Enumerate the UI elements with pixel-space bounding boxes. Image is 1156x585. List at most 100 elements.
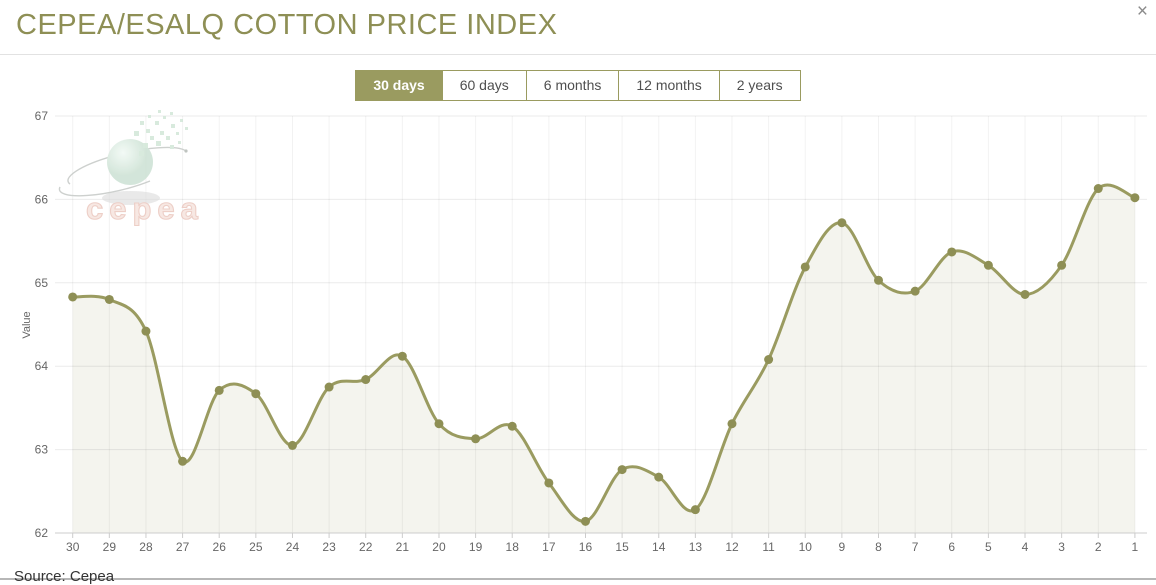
x-axis-tick-label: 2 [1095,540,1102,554]
data-point[interactable] [580,516,590,526]
x-axis-tick-label: 9 [839,540,846,554]
data-point[interactable] [654,472,664,482]
logo-pixel-square [170,112,173,115]
x-axis-tick-label: 14 [652,540,666,554]
x-axis-tick-label: 22 [359,540,373,554]
data-point[interactable] [617,465,627,475]
logo-pixel-square [146,129,150,133]
data-point[interactable] [764,355,774,365]
x-axis-tick-label: 5 [985,540,992,554]
logo-pixel-square [176,132,179,135]
range-selector: 30 days 60 days 6 months 12 months 2 years [0,70,1156,101]
cepea-logo-watermark: cepea [58,110,204,227]
data-point[interactable] [800,262,810,272]
range-button-30-days[interactable]: 30 days [355,70,443,101]
logo-pixel-square [148,115,151,118]
y-axis-tick-label: 63 [35,443,49,457]
logo-pixel-square [180,119,183,122]
data-point[interactable] [947,247,957,257]
data-point[interactable] [1020,289,1030,299]
data-point[interactable] [727,419,737,429]
logo-pixel-square [170,145,174,149]
y-axis-tick-label: 64 [35,359,49,373]
data-point[interactable] [361,375,371,385]
y-axis-tick-label: 65 [35,276,49,290]
data-point[interactable] [1093,184,1103,194]
logo-shadow [102,191,160,205]
x-axis-tick-label: 27 [176,540,190,554]
data-point[interactable] [287,440,297,450]
chart-area: 62 63 64 65 66 67 30 29 28 27 26 25 24 23 22 21 20 19 18 17… [0,107,1156,564]
data-point[interactable] [471,434,481,444]
x-axis-tick-label: 4 [1022,540,1029,554]
x-axis-tick-label: 21 [396,540,410,554]
x-axis-tick-label: 19 [469,540,483,554]
logo-pixel-square [155,121,159,125]
x-axis-tick-label: 10 [799,540,813,554]
logo-globe [107,139,153,185]
close-icon[interactable]: × [1136,1,1148,22]
logo-orbit-front [58,180,151,197]
range-button-12-months[interactable]: 12 months [618,70,720,101]
x-axis-tick-label: 20 [432,540,446,554]
data-point[interactable] [434,419,444,429]
x-axis-tick-label: 29 [103,540,117,554]
x-axis-tick-label: 6 [948,540,955,554]
logo-pixel-square [178,141,181,144]
logo-wordmark: cepea [86,191,204,226]
logo-pixel-square [185,127,188,130]
logo-pixel-square [139,151,144,156]
data-point[interactable] [690,505,700,515]
data-point[interactable] [104,294,114,304]
data-point[interactable] [68,292,78,302]
logo-pixel-square [140,121,144,125]
data-point[interactable] [983,260,993,270]
logo-pixel-square [158,110,161,113]
data-point[interactable] [544,478,554,488]
x-axis-tick-label: 11 [762,540,775,554]
data-point[interactable] [1130,193,1140,203]
source-caption: Source: Cepea [14,568,115,585]
x-axis-tick-label: 28 [139,540,153,554]
range-button-6-months[interactable]: 6 months [525,70,620,101]
x-axis-tick-label: 3 [1058,540,1065,554]
logo-pixel-square [163,116,166,119]
x-axis-tick-label: 7 [912,540,919,554]
logo-orbit-dot [184,149,188,153]
x-axis-tick-label: 8 [875,540,882,554]
logo-pixel-square [150,136,154,140]
page-title: CEPEA/ESALQ COTTON PRICE INDEX [16,9,558,41]
logo-pixel-square [156,141,161,146]
logo-pixel-square [171,124,175,128]
data-point[interactable] [910,286,920,296]
data-point[interactable] [397,351,407,361]
x-axis-tick-label: 26 [213,540,227,554]
data-point[interactable] [141,326,151,336]
grid [55,115,1147,533]
logo-pixel-square [134,131,139,136]
data-point[interactable] [178,456,188,466]
x-axis-tick-label: 24 [286,540,300,554]
data-point[interactable] [1057,260,1067,270]
data-point[interactable] [874,275,884,285]
data-point[interactable] [214,385,224,395]
data-point[interactable] [251,389,261,399]
logo-pixel-square [143,143,148,148]
x-axis-tick-label: 12 [725,540,739,554]
data-point[interactable] [837,218,847,228]
y-axis-tick-label: 66 [35,192,49,206]
range-button-2-years[interactable]: 2 years [718,70,801,101]
x-axis-tick-label: 1 [1132,540,1139,554]
y-axis-tick-label: 62 [35,526,49,540]
logo-pixel-square [166,136,170,140]
range-button-60-days[interactable]: 60 days [441,70,527,101]
data-point[interactable] [507,421,517,431]
x-axis-tick-label: 17 [542,540,556,554]
data-point[interactable] [324,382,334,392]
x-axis-tick-label: 15 [615,540,629,554]
area-fill [72,185,1135,533]
x-axis-tick-label: 13 [689,540,703,554]
y-axis-tick-label: 67 [35,109,49,123]
